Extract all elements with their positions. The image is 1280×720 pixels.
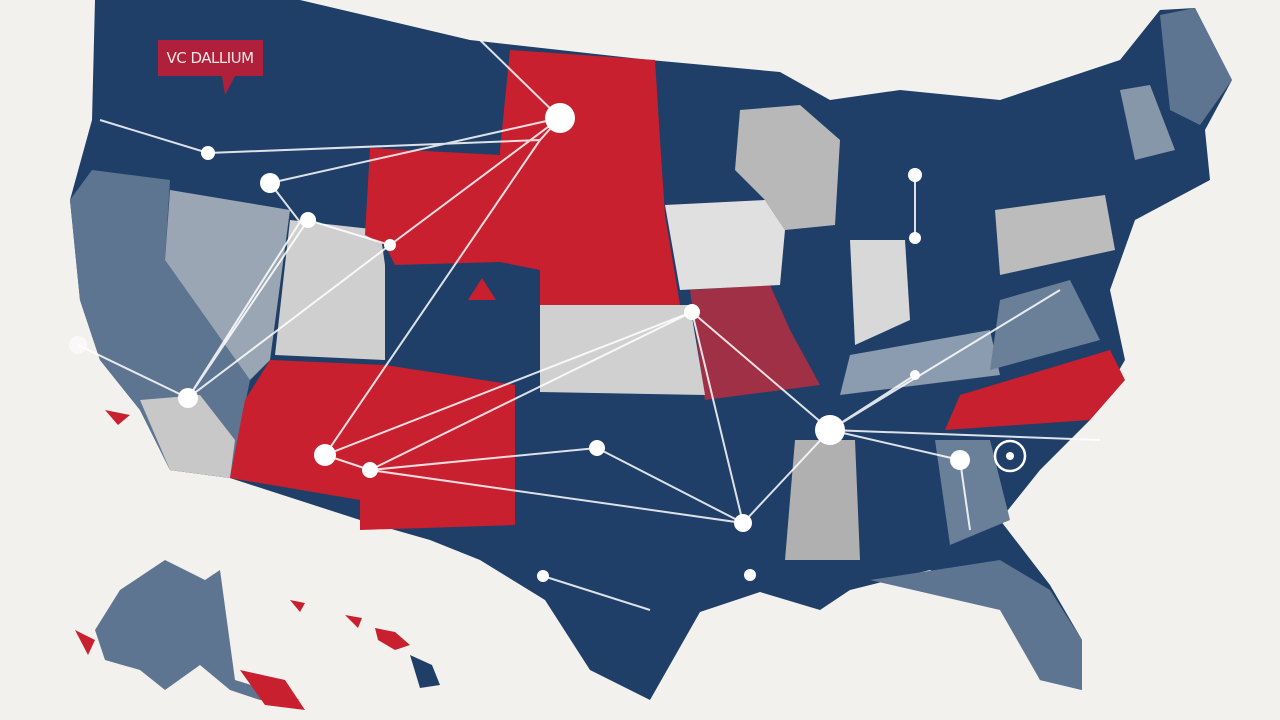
node xyxy=(1006,452,1014,460)
node xyxy=(201,146,215,160)
hawaii-big xyxy=(410,655,440,688)
state-ne xyxy=(1120,85,1175,160)
state-missouri xyxy=(690,285,820,400)
node xyxy=(362,462,378,478)
node xyxy=(545,103,575,133)
hawaii xyxy=(75,410,410,655)
state-dakotas xyxy=(500,50,680,305)
node xyxy=(69,336,87,354)
node xyxy=(909,232,921,244)
node xyxy=(908,168,922,182)
node xyxy=(260,173,280,193)
node xyxy=(300,212,316,228)
node xyxy=(910,370,920,380)
state-pa xyxy=(995,195,1115,275)
callout: VC DALLIUM xyxy=(158,40,263,95)
node xyxy=(589,440,605,456)
state-arizona-nm xyxy=(230,360,515,530)
callout-text: VC DALLIUM xyxy=(166,49,253,67)
state-nevada xyxy=(165,190,290,380)
state-florida xyxy=(870,560,1082,690)
node xyxy=(734,514,752,532)
node xyxy=(384,239,396,251)
state-maine xyxy=(1160,8,1232,125)
state-mississippi xyxy=(785,440,860,560)
network-nodes xyxy=(69,103,1027,582)
node xyxy=(950,450,970,470)
callout-box xyxy=(158,40,263,95)
state-va xyxy=(990,280,1100,370)
node xyxy=(178,388,198,408)
node xyxy=(684,304,700,320)
state-nc xyxy=(945,350,1125,430)
state-kentucky xyxy=(840,330,1000,395)
alaska-red xyxy=(240,670,305,710)
state-kansas xyxy=(540,305,705,395)
node xyxy=(815,415,845,445)
node xyxy=(537,570,549,582)
marker-triangle xyxy=(468,278,496,300)
alaska xyxy=(95,560,300,700)
node xyxy=(314,444,336,466)
state-iowa xyxy=(665,200,785,290)
state-wyoming xyxy=(365,148,500,265)
state-california xyxy=(70,170,250,478)
state-wisconsin xyxy=(735,105,840,230)
target-ring xyxy=(993,439,1027,473)
state-sw-gray xyxy=(140,395,235,478)
state-indiana xyxy=(850,240,910,345)
node xyxy=(744,569,756,581)
